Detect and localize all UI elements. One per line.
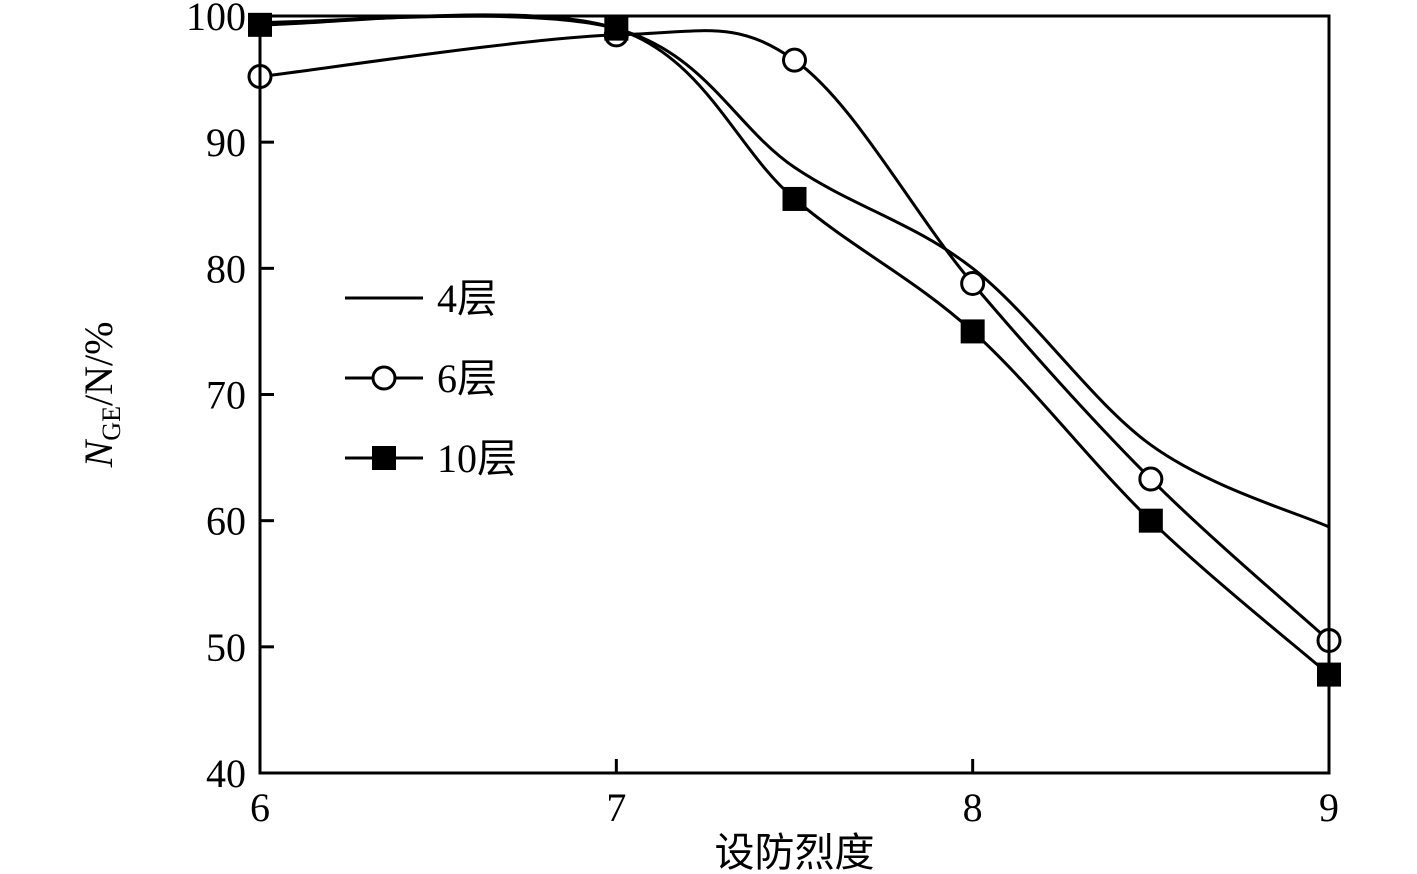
x-tick-label: 6 (250, 785, 270, 830)
data-point (604, 16, 629, 41)
legend-item: 10层 (345, 436, 517, 481)
data-point (782, 47, 807, 73)
data-point (960, 270, 986, 296)
series-layer (247, 12, 1342, 687)
data-point (960, 319, 985, 344)
series-line (259, 13, 1330, 676)
x-axis-title: 设防烈度 (715, 830, 875, 874)
legend: 4层 6层 10层 (345, 276, 517, 481)
series-3 (248, 12, 1341, 687)
legend-item: 4层 (345, 276, 497, 321)
series-2 (247, 22, 1342, 654)
legend-swatch-marker (371, 365, 397, 391)
data-point (1138, 466, 1164, 492)
data-point (782, 186, 807, 211)
legend-swatch-marker (372, 446, 396, 470)
legend-label: 10层 (437, 436, 517, 481)
x-tick-label: 7 (606, 785, 626, 830)
series-line (259, 14, 1330, 529)
x-tick-label: 8 (963, 785, 983, 830)
y-tick-label: 40 (206, 751, 246, 796)
plot-frame (258, 14, 1331, 775)
y-axis-title-subscript: GE (97, 406, 126, 441)
ticks-layer: 6 7 8 9 40 50 60 70 80 90 100 (186, 0, 1339, 830)
y-axis-title-rest: /N/% (76, 322, 121, 406)
y-tick-label: 60 (206, 499, 246, 544)
y-tick-label: 70 (206, 373, 246, 418)
data-point (1138, 508, 1163, 533)
x-tick-label: 9 (1319, 785, 1339, 830)
legend-item: 6层 (345, 356, 497, 401)
y-tick-label: 100 (186, 0, 246, 39)
legend-label: 6层 (437, 356, 497, 401)
legend-label: 4层 (437, 276, 497, 321)
series-line (259, 29, 1331, 642)
series-1 (259, 14, 1330, 529)
y-tick-label: 80 (206, 246, 246, 291)
y-axis-title: NGE/N/% (76, 322, 126, 469)
y-tick-label: 50 (206, 625, 246, 670)
y-tick-label: 90 (206, 120, 246, 165)
y-axis-title-main: N (76, 438, 121, 468)
